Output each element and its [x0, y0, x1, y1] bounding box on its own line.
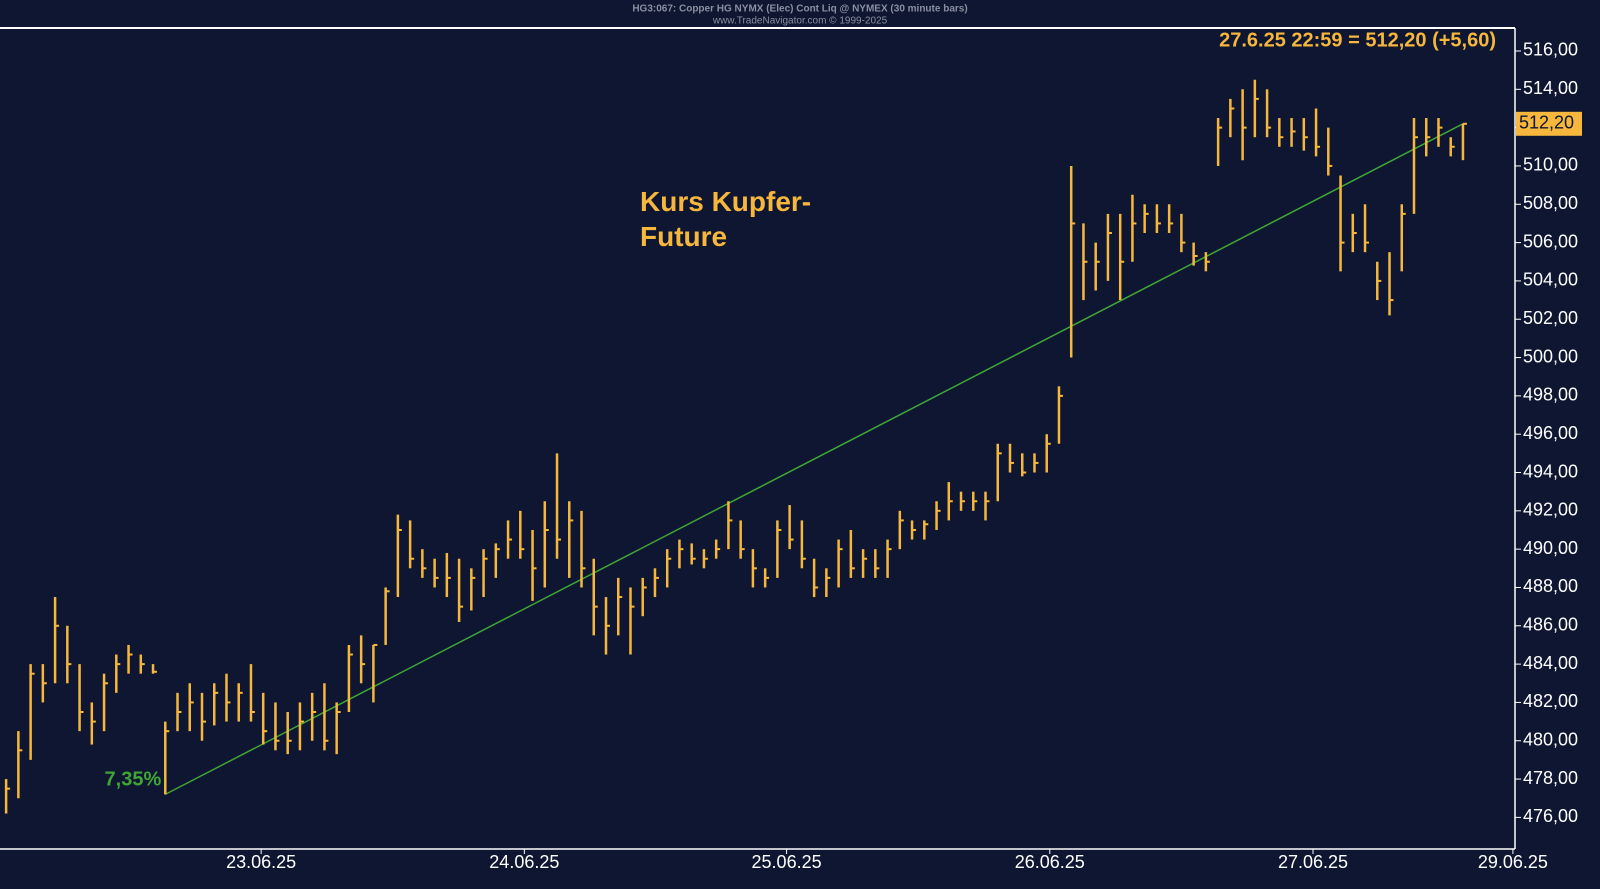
y-tick-label: 478,00 [1523, 768, 1578, 788]
annotation: Kurs Kupfer-Future [640, 186, 811, 252]
y-tick-label: 494,00 [1523, 461, 1578, 481]
y-tick-label: 506,00 [1523, 231, 1578, 251]
last-price-label: 27.6.25 22:59 = 512,20 (+5,60) [1219, 29, 1496, 51]
y-tick-label: 476,00 [1523, 806, 1578, 826]
y-tick-label: 482,00 [1523, 691, 1578, 711]
x-tick-label: 29.06.25 [1478, 852, 1548, 872]
y-tick-label: 492,00 [1523, 500, 1578, 520]
y-tick-label: 508,00 [1523, 193, 1578, 213]
x-tick-label: 27.06.25 [1278, 852, 1348, 872]
y-tick-label: 516,00 [1523, 40, 1578, 60]
y-tick-label: 502,00 [1523, 308, 1578, 328]
last-price-marker: 512,20 [1519, 113, 1574, 133]
x-tick-label: 25.06.25 [752, 852, 822, 872]
last-price-box [1516, 111, 1582, 136]
y-tick-label: 480,00 [1523, 729, 1578, 749]
y-tick-label: 504,00 [1523, 270, 1578, 290]
y-tick-label: 496,00 [1523, 423, 1578, 443]
y-tick-label: 488,00 [1523, 576, 1578, 596]
x-tick-label: 23.06.25 [226, 852, 296, 872]
x-tick-label: 24.06.25 [489, 852, 559, 872]
x-tick-label: 26.06.25 [1015, 852, 1085, 872]
y-tick-label: 490,00 [1523, 538, 1578, 558]
y-tick-label: 510,00 [1523, 155, 1578, 175]
y-tick-label: 484,00 [1523, 653, 1578, 673]
y-tick-label: 498,00 [1523, 385, 1578, 405]
chart-title: HG3:067: Copper HG NYMX (Elec) Cont Liq … [632, 4, 967, 15]
trend-label: 7,35% [105, 769, 162, 791]
trend-line [164, 123, 1464, 796]
chart-subtitle: www.TradeNavigator.com © 1999-2025 [712, 16, 888, 27]
y-tick-label: 500,00 [1523, 346, 1578, 366]
y-tick-label: 514,00 [1523, 78, 1578, 98]
y-tick-label: 486,00 [1523, 615, 1578, 635]
